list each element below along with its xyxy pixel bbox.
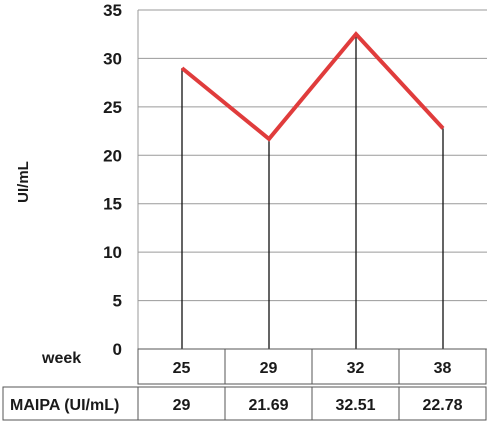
gridlines (137, 9, 487, 350)
week-value-cell: 29 (260, 360, 278, 377)
week-stems (181, 34, 444, 349)
y-tick-label: 0 (113, 340, 122, 359)
maipa-value-cell: 29 (173, 397, 191, 414)
y-tick-label: 30 (103, 49, 122, 68)
week-value-cell: 38 (434, 360, 452, 377)
y-tick-label: 10 (103, 243, 122, 262)
maipa-value-cell: 32.51 (335, 397, 375, 414)
week-value-cell: 32 (347, 360, 365, 377)
maipa-row-frame (2, 386, 487, 421)
series-line (180, 31, 445, 142)
maipa-value-cell: 21.69 (248, 397, 288, 414)
y-tick-labels: 0 5 10 15 20 25 30 35 (103, 1, 122, 359)
maipa-value-cell: 22.78 (422, 397, 462, 414)
series-line-path (180, 31, 445, 142)
maipa-row-label: MAIPA (UI/mL) (10, 397, 119, 414)
y-tick-label: 20 (103, 146, 122, 165)
week-row-label: week (41, 350, 81, 367)
y-tick-label: 5 (113, 292, 122, 311)
data-table: week 25 29 32 38 MAIPA (UI/mL) 29 21.69 32.51 22… (2, 348, 487, 421)
y-tick-label: 25 (103, 98, 122, 117)
y-tick-label: 15 (103, 195, 122, 214)
y-axis-label: UI/mL (15, 161, 32, 203)
y-tick-label: 35 (103, 1, 122, 20)
week-value-cell: 25 (173, 360, 191, 377)
